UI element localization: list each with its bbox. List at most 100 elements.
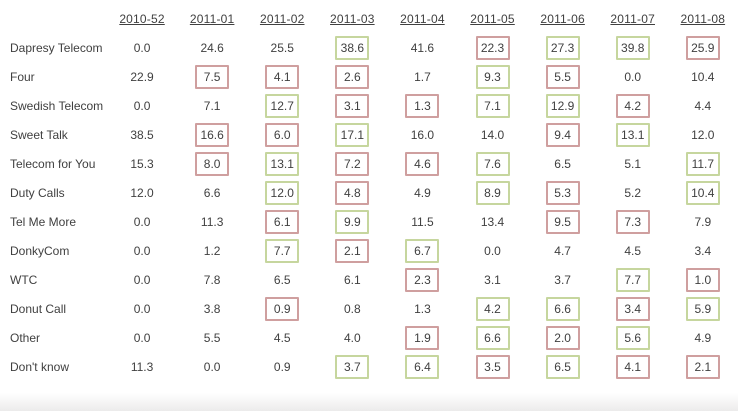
significance-box-green: 5.6 bbox=[615, 325, 650, 350]
cell-value: 11.3 bbox=[200, 214, 224, 229]
cell-value: 16.0 bbox=[410, 127, 435, 142]
cell-value: 4.5 bbox=[624, 243, 642, 258]
significance-box-green: 6.4 bbox=[405, 354, 440, 379]
column-header-cell: 2011-01 bbox=[177, 8, 247, 26]
table-cell: 7.1 bbox=[177, 99, 247, 113]
row-label: Don't know bbox=[10, 359, 69, 374]
significance-box-green: 7.6 bbox=[475, 151, 510, 176]
table-cell: 5.1 bbox=[598, 157, 668, 171]
cell-value: 14.0 bbox=[480, 127, 505, 142]
column-header-2011-05[interactable]: 2011-05 bbox=[470, 11, 515, 26]
significance-box-green: 12.9 bbox=[545, 93, 580, 118]
table-cell: 25.9 bbox=[668, 35, 738, 60]
cell-value: 25.5 bbox=[270, 40, 294, 55]
table-cell: 4.6 bbox=[387, 151, 457, 176]
table-cell: 22.3 bbox=[457, 35, 527, 60]
significance-box-green: 6.7 bbox=[405, 238, 440, 263]
cell-value: 7.9 bbox=[694, 214, 712, 229]
column-header-cell: 2010-52 bbox=[107, 8, 177, 26]
table-cell: 6.5 bbox=[528, 157, 598, 171]
column-header-2010-52[interactable]: 2010-52 bbox=[119, 11, 165, 26]
cell-value: 5.2 bbox=[624, 185, 642, 200]
column-header-2011-01[interactable]: 2011-01 bbox=[189, 11, 235, 26]
column-header-row: 2010-52 2011-01 2011-02 2011-03 2011-04 2011-… bbox=[0, 0, 738, 33]
row-label: Telecom for You bbox=[10, 156, 96, 171]
cell-value: 0.0 bbox=[133, 330, 151, 345]
column-header-cell: 2011-03 bbox=[317, 8, 387, 26]
cell-value: 12.0 bbox=[691, 127, 715, 142]
column-header-2011-06[interactable]: 2011-06 bbox=[540, 11, 585, 26]
significance-box-green: 9.9 bbox=[335, 209, 370, 234]
significance-box-red: 3.5 bbox=[475, 354, 510, 379]
significance-box-green: 4.2 bbox=[475, 296, 510, 321]
table-row: Duty Calls 12.0 6.6 12.0 4.8 4.9 8.9 5.3 5.2 10.4 bbox=[0, 178, 738, 207]
table-cell: 0.0 bbox=[107, 273, 177, 287]
significance-box-red: 2.1 bbox=[335, 238, 370, 263]
table-cell: 4.5 bbox=[598, 244, 668, 258]
table-cell: 15.3 bbox=[107, 157, 177, 171]
table-cell: 24.6 bbox=[177, 41, 247, 55]
significance-box-green: 13.1 bbox=[615, 122, 650, 147]
table-cell: 6.6 bbox=[457, 325, 527, 350]
cell-value: 0.0 bbox=[203, 359, 221, 374]
cell-value: 4.0 bbox=[343, 330, 361, 345]
significance-box-green: 27.3 bbox=[545, 35, 580, 60]
table-cell: 7.7 bbox=[247, 238, 317, 263]
significance-box-red: 3.1 bbox=[335, 93, 370, 118]
cell-value: 5.5 bbox=[203, 330, 221, 345]
significance-box-green: 7.7 bbox=[615, 267, 650, 292]
row-label: DonkyCom bbox=[10, 243, 70, 258]
significance-box-green: 6.5 bbox=[545, 354, 580, 379]
significance-box-red: 4.8 bbox=[335, 180, 370, 205]
table-cell: 7.5 bbox=[177, 64, 247, 89]
table-cell: 16.0 bbox=[387, 128, 457, 142]
column-header-2011-04[interactable]: 2011-04 bbox=[400, 11, 445, 26]
significance-box-red: 4.1 bbox=[615, 354, 650, 379]
column-header-2011-08[interactable]: 2011-08 bbox=[680, 11, 726, 26]
table-cell: 0.9 bbox=[247, 296, 317, 321]
table-cell: 5.5 bbox=[177, 331, 247, 345]
column-header-2011-03[interactable]: 2011-03 bbox=[330, 11, 375, 26]
row-label: Donut Call bbox=[10, 301, 67, 316]
table-row: DonkyCom 0.0 1.2 7.7 2.1 6.7 0.0 4.7 4.5 3.4 bbox=[0, 236, 738, 265]
table-cell: 22.9 bbox=[107, 70, 177, 84]
table-cell: 0.0 bbox=[107, 302, 177, 316]
table-cell: 0.0 bbox=[457, 244, 527, 258]
significance-box-red: 4.1 bbox=[265, 64, 300, 89]
significance-box-red: 5.5 bbox=[545, 64, 580, 89]
table-cell: 0.0 bbox=[107, 99, 177, 113]
table-cell: 9.9 bbox=[317, 209, 387, 234]
table-cell: 3.4 bbox=[598, 296, 668, 321]
column-header-2011-02[interactable]: 2011-02 bbox=[259, 11, 305, 26]
table-cell: 5.5 bbox=[528, 64, 598, 89]
bottom-edge-shadow bbox=[0, 393, 738, 411]
table-cell: 1.7 bbox=[387, 70, 457, 84]
cell-value: 0.8 bbox=[343, 301, 361, 316]
cell-value: 3.7 bbox=[554, 272, 571, 287]
table-cell: 3.7 bbox=[317, 354, 387, 379]
table-cell: 4.1 bbox=[247, 64, 317, 89]
table-cell: 1.3 bbox=[387, 302, 457, 316]
table-cell: 6.5 bbox=[528, 354, 598, 379]
significance-box-green: 9.3 bbox=[475, 64, 510, 89]
cell-value: 7.8 bbox=[203, 272, 221, 287]
cell-value: 3.4 bbox=[694, 243, 712, 258]
table-cell: 7.8 bbox=[177, 273, 247, 287]
significance-box-green: 17.1 bbox=[335, 122, 370, 147]
table-cell: 17.1 bbox=[317, 122, 387, 147]
table-cell: 13.4 bbox=[457, 215, 527, 229]
table-row: Donut Call 0.0 3.8 0.9 0.8 1.3 4.2 6.6 3.4 5.9 bbox=[0, 294, 738, 323]
table-row: WTC 0.0 7.8 6.5 6.1 2.3 3.1 3.7 7.7 1.0 bbox=[0, 265, 738, 294]
table-cell: 13.1 bbox=[598, 122, 668, 147]
table-cell: 25.5 bbox=[247, 41, 317, 55]
table-cell: 27.3 bbox=[528, 35, 598, 60]
table-cell: 4.0 bbox=[317, 331, 387, 345]
cell-value: 0.0 bbox=[133, 301, 151, 316]
table-cell: 4.2 bbox=[457, 296, 527, 321]
column-header-2011-07[interactable]: 2011-07 bbox=[610, 11, 655, 26]
table-cell: 5.3 bbox=[528, 180, 598, 205]
table-cell: 6.7 bbox=[387, 238, 457, 263]
cell-value: 0.0 bbox=[133, 214, 151, 229]
table-cell: 2.6 bbox=[317, 64, 387, 89]
significance-box-green: 39.8 bbox=[615, 35, 650, 60]
